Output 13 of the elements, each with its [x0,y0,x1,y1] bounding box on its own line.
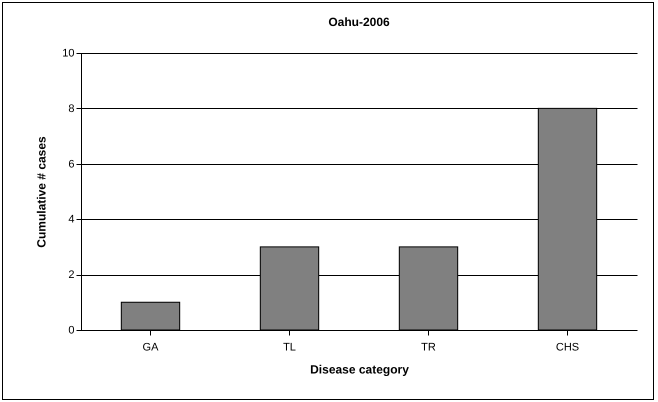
y-tick-label: 4 [68,214,74,226]
y-tick-label: 10 [62,48,74,60]
y-axis-title: Cumulative # cases [34,136,48,248]
y-tick-label: 0 [68,324,74,336]
y-tick-label: 2 [68,269,74,282]
y-tick-label: 6 [68,158,74,170]
x-tick-label: GA [142,342,160,354]
y-tick-label: 8 [68,102,74,115]
chart-title: Oahu-2006 [328,15,390,29]
x-tick-label: TR [421,342,436,354]
x-tick-label: CHS [556,342,580,354]
x-tick-label: TL [283,342,296,354]
x-axis-title: Disease category [310,362,410,376]
